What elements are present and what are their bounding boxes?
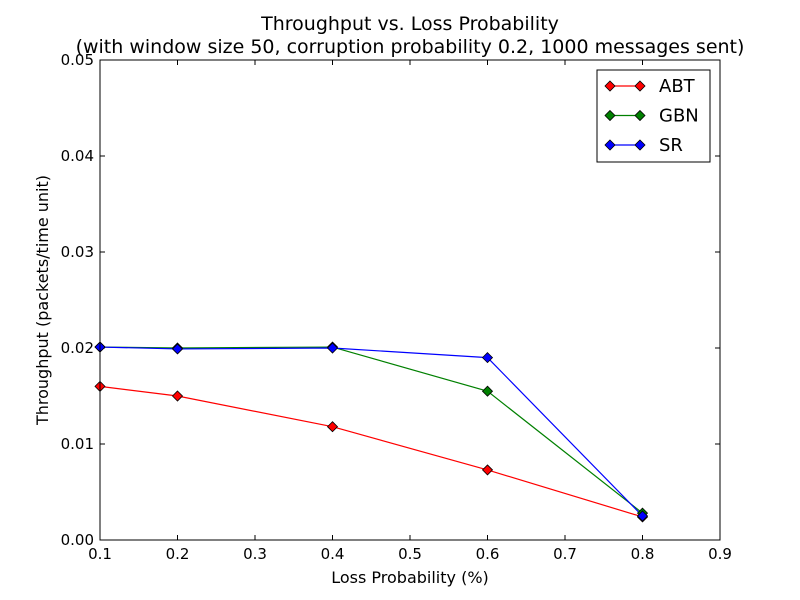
y-tick-label: 0.02 bbox=[61, 339, 94, 357]
x-tick-label: 0.4 bbox=[321, 545, 345, 563]
data-point-abt bbox=[481, 464, 494, 476]
legend-label-abt: ABT bbox=[659, 76, 696, 97]
x-tick-label: 0.2 bbox=[166, 545, 190, 563]
legend-marker-gbn bbox=[634, 109, 646, 122]
x-tick-label: 0.7 bbox=[553, 545, 577, 563]
legend-marker-abt bbox=[634, 80, 646, 92]
legend-label-sr: SR bbox=[659, 135, 683, 156]
data-point-sr bbox=[326, 342, 339, 354]
data-point-abt bbox=[171, 390, 184, 402]
x-tick-label: 0.3 bbox=[243, 545, 267, 563]
legend-marker-gbn bbox=[604, 109, 616, 122]
chart-subtitle: (with window size 50, corruption probabi… bbox=[76, 36, 745, 58]
data-point-gbn bbox=[481, 385, 494, 397]
x-tick-label: 0.6 bbox=[476, 545, 500, 563]
y-tick-label: 0.00 bbox=[61, 531, 94, 549]
data-point-sr bbox=[636, 510, 649, 522]
y-tick-label: 0.04 bbox=[61, 147, 94, 165]
x-tick-labels: 0.1 0.2 0.3 0.4 0.5 0.6 0.7 0.8 0.9 bbox=[88, 545, 732, 563]
y-tick-label: 0.05 bbox=[61, 51, 94, 69]
x-tick-label: 0.1 bbox=[88, 545, 112, 563]
y-axis-label: Throughput (packets/time unit) bbox=[33, 175, 52, 426]
legend-marker-sr bbox=[634, 139, 646, 151]
data-point-sr bbox=[171, 343, 184, 355]
legend-label-gbn: GBN bbox=[659, 106, 699, 127]
plot-frame bbox=[99, 59, 721, 541]
y-tick-label: 0.01 bbox=[61, 435, 94, 453]
data-point-sr bbox=[481, 352, 494, 364]
x-axis-label: Loss Probability (%) bbox=[331, 568, 489, 587]
y-tick-labels: 0.00 0.01 0.02 0.03 0.04 0.05 bbox=[61, 51, 94, 549]
x-tick-label: 0.5 bbox=[398, 545, 422, 563]
y-tick-label: 0.03 bbox=[61, 243, 94, 261]
x-tick-label: 0.9 bbox=[708, 545, 732, 563]
x-tick-label: 0.8 bbox=[631, 545, 655, 563]
chart-title: Throughput vs. Loss Probability bbox=[260, 13, 559, 35]
legend-marker-abt bbox=[604, 80, 616, 92]
legend: ABT GBN SR bbox=[596, 69, 711, 163]
data-point-abt bbox=[326, 421, 339, 433]
series-markers bbox=[94, 341, 649, 523]
legend-marker-sr bbox=[604, 139, 616, 151]
